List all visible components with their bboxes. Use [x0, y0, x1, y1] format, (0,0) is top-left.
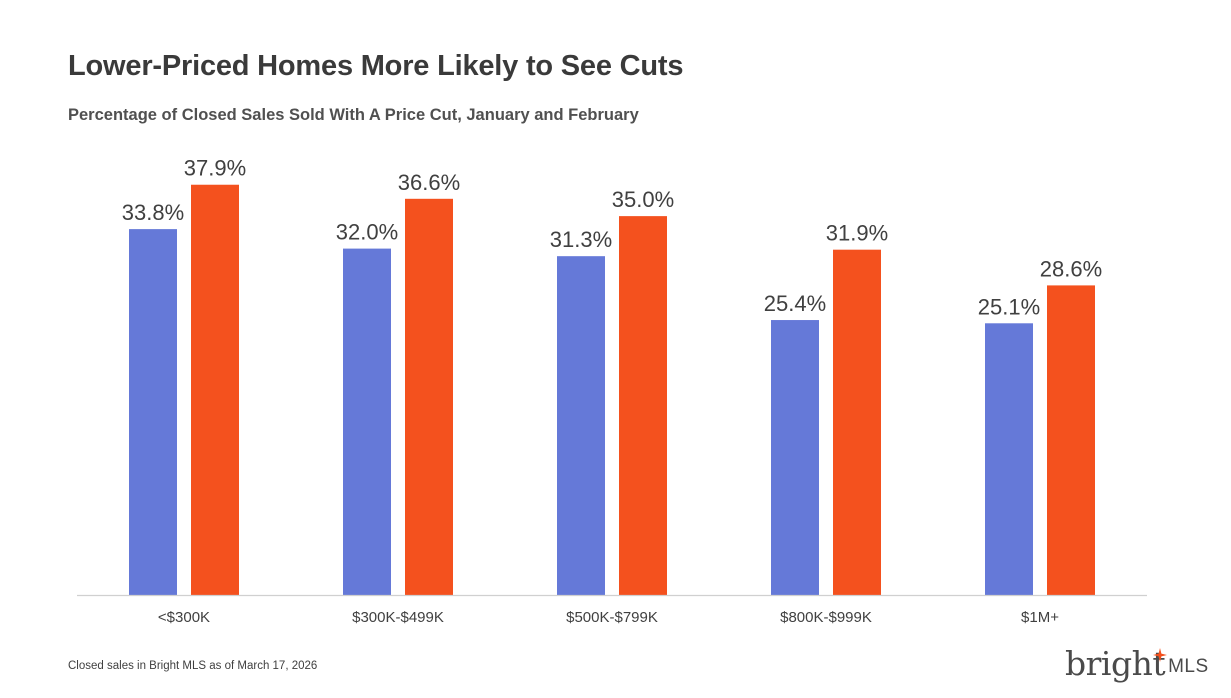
bar-series1-2: [557, 256, 605, 595]
bar-series2-0: [191, 184, 239, 596]
value-label-series1-0: 33.8%: [122, 200, 184, 225]
footnote: Closed sales in Bright MLS as of March 1…: [68, 660, 318, 672]
value-label-series1-1: 32.0%: [336, 220, 398, 245]
chart-subtitle: Percentage of Closed Sales Sold With A P…: [68, 106, 639, 124]
value-label-series2-4: 28.6%: [1040, 256, 1102, 281]
bars-group: [129, 184, 1095, 596]
bright-mls-logo: bright MLS: [1065, 642, 1209, 682]
value-label-series1-3: 25.4%: [764, 291, 826, 316]
bar-series2-2: [619, 216, 667, 595]
x-tick-label-0: <$300K: [158, 609, 210, 626]
x-tick-labels-group: <$300K $300K-$499K $500K-$799K $800K-$999K $…: [158, 609, 1059, 626]
bar-series2-3: [833, 249, 881, 595]
x-tick-label-2: $500K-$799K: [566, 609, 658, 626]
bar-series1-3: [771, 320, 819, 595]
value-label-series1-2: 31.3%: [550, 227, 612, 252]
logo-mls-text: MLS: [1168, 656, 1209, 677]
bar-series2-4: [1047, 285, 1095, 595]
sparkle-icon: [1153, 648, 1167, 662]
value-labels-group: 33.8%37.9% 32.0%36.6% 31.3%35.0% 25.4% 31.9%…: [122, 156, 1102, 320]
value-label-series2-2: 35.0%: [612, 187, 674, 212]
value-label-series1-4: 25.1%: [978, 294, 1040, 319]
x-tick-label-1: $300K-$499K: [352, 609, 444, 626]
x-tick-label-4: $1M+: [1021, 609, 1059, 626]
x-tick-label-3: $800K-$999K: [780, 609, 872, 626]
value-label-series2-1: 36.6%: [398, 170, 460, 195]
bar-series1-1: [343, 248, 391, 595]
chart-title: Lower-Priced Homes More Likely to See Cu…: [68, 50, 684, 82]
value-label-series2-3: 31.9%: [826, 221, 888, 246]
logo-wordmark: bright: [1065, 644, 1166, 683]
bar-series1-0: [129, 229, 177, 596]
value-label-series2-0: 37.9%: [184, 156, 246, 181]
bar-series2-1: [405, 198, 453, 595]
bar-series1-4: [985, 323, 1033, 595]
